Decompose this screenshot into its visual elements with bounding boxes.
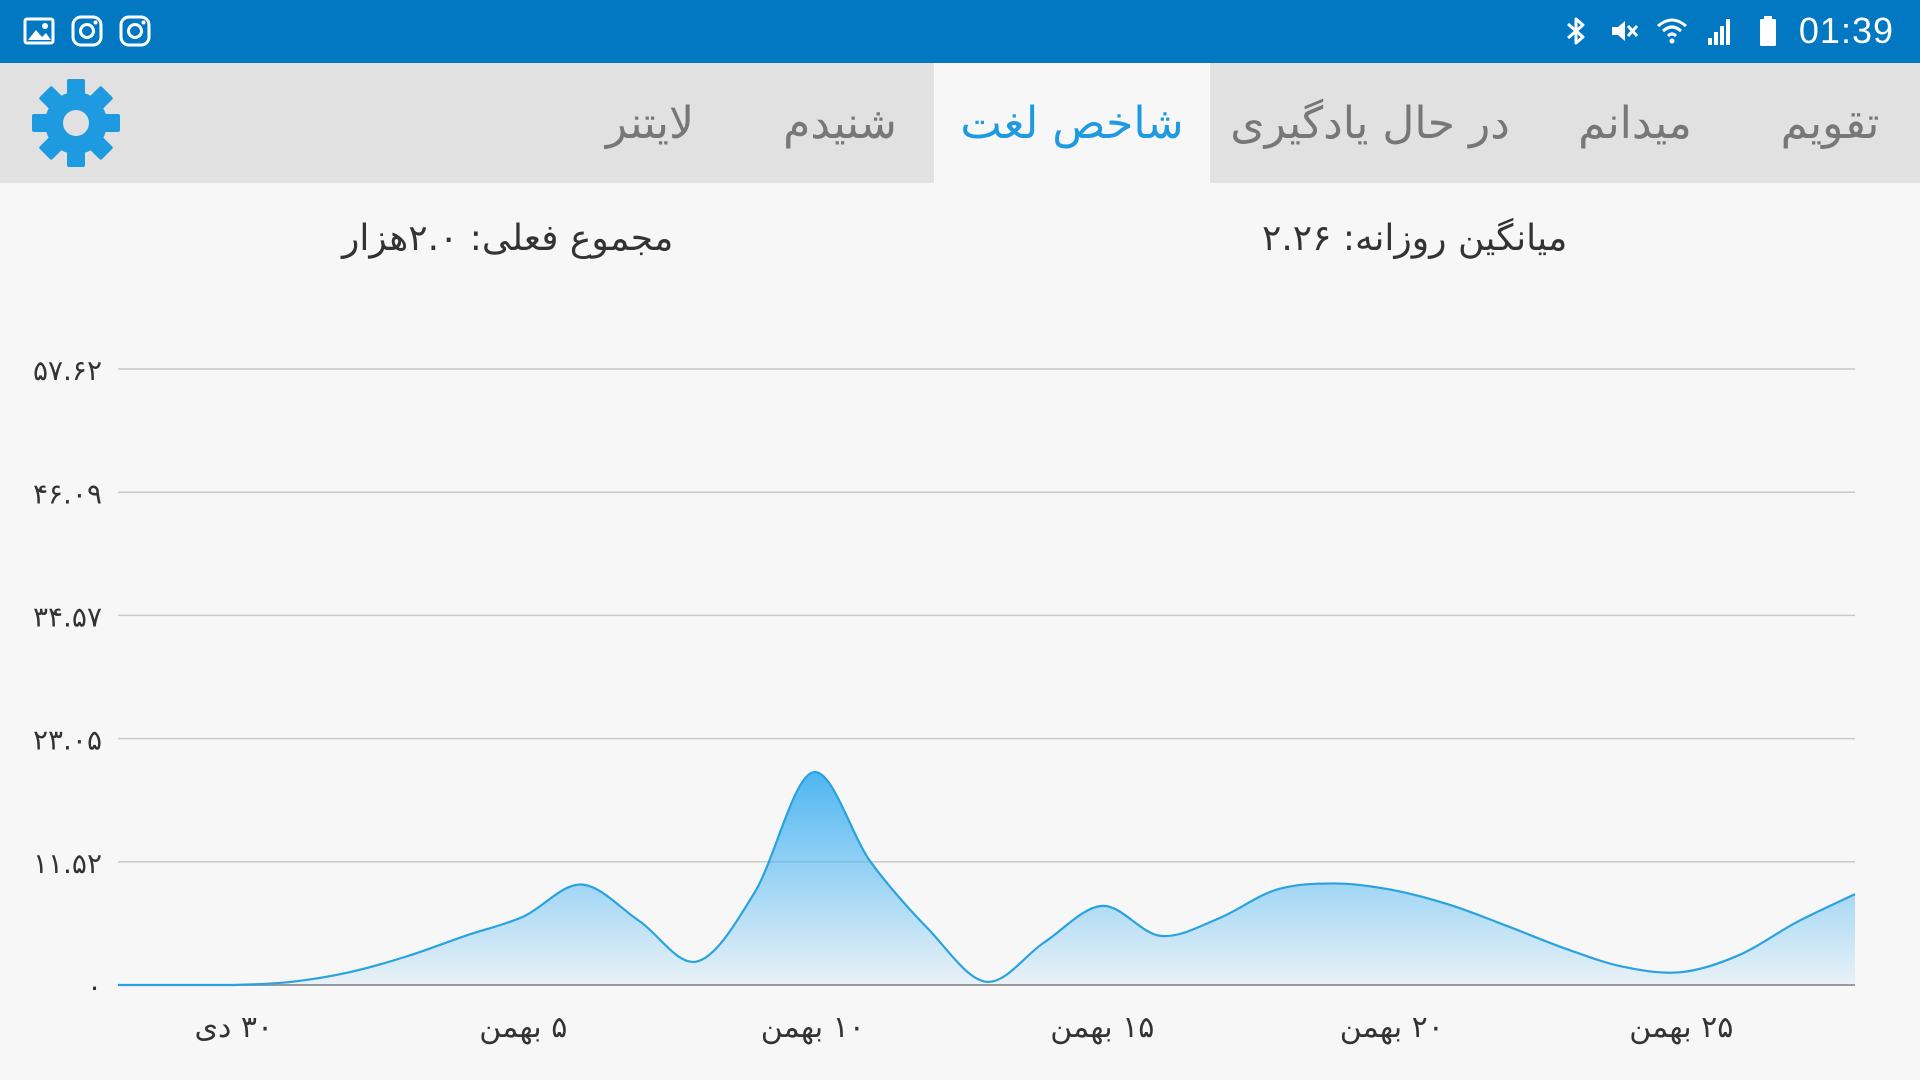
instagram-icon [119, 15, 151, 47]
chart-area [118, 771, 1855, 985]
mute-icon [1611, 21, 1639, 41]
current-total: مجموع فعلی: ۲.۰هزار [342, 218, 674, 259]
tab-calendar[interactable]: تقویم [1780, 97, 1880, 149]
y-tick-label: ۵۷.۶۲ [33, 354, 102, 387]
y-tick-label: ۴۶.۰۹ [33, 477, 102, 510]
tab-heard[interactable]: شنیدم [783, 97, 897, 149]
status-bar: 01:39 [0, 0, 1920, 63]
gallery-icon [23, 17, 55, 45]
signal-icon [1707, 19, 1730, 45]
tab-known[interactable]: میدانم [1578, 97, 1692, 149]
instagram-icon [71, 15, 103, 47]
status-system-icons: 01:39 [1559, 10, 1894, 52]
x-tick-label: ۱۰ بهمن [761, 1010, 865, 1045]
chart-line [118, 771, 1856, 987]
daily-average: میانگین روزانه: ۲.۲۶ [1262, 218, 1568, 259]
wifi-icon [1656, 18, 1687, 44]
y-tick-label: ۱۱.۵۲ [33, 847, 102, 880]
bluetooth-icon [1566, 17, 1585, 45]
tab-learning[interactable]: در حال یادگیری [1230, 97, 1510, 149]
x-tick-label: ۲۰ بهمن [1340, 1010, 1444, 1045]
x-tick-label: ۳۰ دی [194, 1010, 273, 1045]
y-tick-label: ۳۴.۵۷ [33, 600, 102, 633]
x-tick-label: ۵ بهمن [479, 1010, 567, 1045]
x-tick-label: ۱۵ بهمن [1050, 1010, 1154, 1045]
word-index-chart: ۰ ۱۱.۵۲ ۲۳.۰۵ ۳۴.۵۷ ۴۶.۰۹ ۵۷.۶۲ ۳۰ دی ۵ بهمن ۱۰… [33, 354, 1856, 1045]
tab-bar: تقویم میدانم در حال یادگیری شاخص لغت شنی… [0, 63, 1920, 183]
status-notification-icons [22, 14, 152, 48]
y-tick-label: ۲۳.۰۵ [33, 724, 102, 757]
tab-leitner[interactable]: لایتنر [605, 97, 695, 149]
battery-icon [1759, 16, 1776, 46]
clock: 01:39 [1798, 10, 1894, 51]
tab-word-index[interactable]: شاخص لغت [934, 63, 1210, 183]
gear-icon[interactable] [28, 75, 124, 171]
x-tick-label: ۲۵ بهمن [1629, 1010, 1733, 1045]
y-tick-label: ۰ [87, 970, 102, 1003]
